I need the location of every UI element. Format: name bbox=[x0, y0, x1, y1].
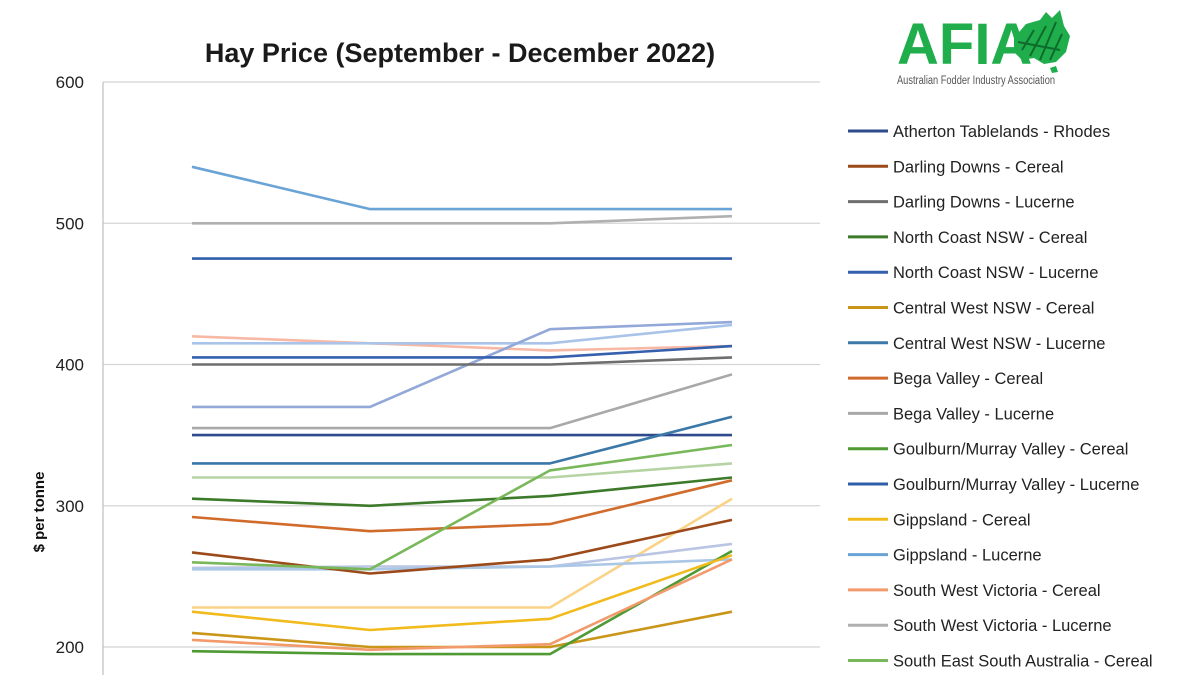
logo-subtitle: Australian Fodder Industry Association bbox=[897, 75, 1055, 87]
legend-entry: Gippsland - Lucerne bbox=[893, 547, 1042, 565]
series-line-5 bbox=[192, 344, 733, 359]
y-tick-label: 500 bbox=[56, 214, 84, 233]
legend-entry: Goulburn/Murray Valley - Cereal bbox=[893, 441, 1128, 459]
logo-word: AFIA bbox=[897, 12, 1032, 77]
legend-entry: North Coast NSW - Cereal bbox=[893, 229, 1087, 247]
y-tick-label: 600 bbox=[56, 73, 84, 92]
series-line-unlisted-3 bbox=[192, 320, 733, 409]
series-line-13 bbox=[191, 165, 732, 211]
series-line-2 bbox=[191, 518, 733, 575]
y-tick-label: 300 bbox=[56, 497, 84, 516]
legend: Atherton Tablelands - Rhodes Darling Down… bbox=[848, 123, 1153, 671]
legend-entry: Bega Valley - Cereal bbox=[893, 370, 1043, 388]
series-lines bbox=[191, 165, 733, 656]
y-axis: 200 300 400 500 600 bbox=[56, 73, 104, 675]
series-line-8 bbox=[191, 479, 733, 533]
legend-entry: Gippsland - Cereal bbox=[893, 511, 1031, 529]
series-line-9 bbox=[192, 373, 733, 430]
series-line-15 bbox=[192, 214, 733, 225]
series-line-14 bbox=[191, 558, 733, 652]
legend-entry: Central West NSW - Cereal bbox=[893, 300, 1094, 318]
legend-entry: Darling Downs - Lucerne bbox=[893, 194, 1075, 212]
legend-entry: Central West NSW - Lucerne bbox=[893, 335, 1105, 353]
series-line-unlisted-1 bbox=[191, 335, 733, 352]
afia-logo: AFIA Australian Fodder Industry Associat… bbox=[897, 10, 1070, 87]
series-line-unlisted-7 bbox=[192, 558, 733, 571]
legend-entry: South East South Australia - Cereal bbox=[893, 653, 1153, 671]
series-line-3 bbox=[192, 356, 733, 366]
legend-entry: Bega Valley - Lucerne bbox=[893, 405, 1054, 423]
legend-entry: Atherton Tablelands - Rhodes bbox=[893, 123, 1110, 141]
legend-entry: South West Victoria - Cereal bbox=[893, 582, 1101, 600]
y-tick-label: 400 bbox=[56, 356, 84, 375]
series-line-unlisted-5 bbox=[192, 497, 733, 609]
chart-title: Hay Price (September - December 2022) bbox=[205, 38, 715, 68]
series-line-4 bbox=[191, 476, 733, 508]
legend-entry: Darling Downs - Cereal bbox=[893, 158, 1064, 176]
legend-entry: North Coast NSW - Lucerne bbox=[893, 264, 1098, 282]
australia-map-icon bbox=[1014, 10, 1070, 73]
legend-entry: South West Victoria - Lucerne bbox=[893, 617, 1112, 635]
series-line-12 bbox=[191, 553, 733, 632]
series-line-6 bbox=[191, 610, 733, 649]
series-line-16 bbox=[191, 443, 733, 571]
series-line-7 bbox=[192, 415, 733, 465]
series-line-unlisted-2 bbox=[192, 323, 733, 345]
y-axis-label: $ per tonne bbox=[31, 472, 48, 553]
y-tick-label: 200 bbox=[56, 638, 84, 657]
legend-entry: Goulburn/Murray Valley - Lucerne bbox=[893, 476, 1139, 494]
series-line-unlisted-4 bbox=[192, 462, 733, 479]
